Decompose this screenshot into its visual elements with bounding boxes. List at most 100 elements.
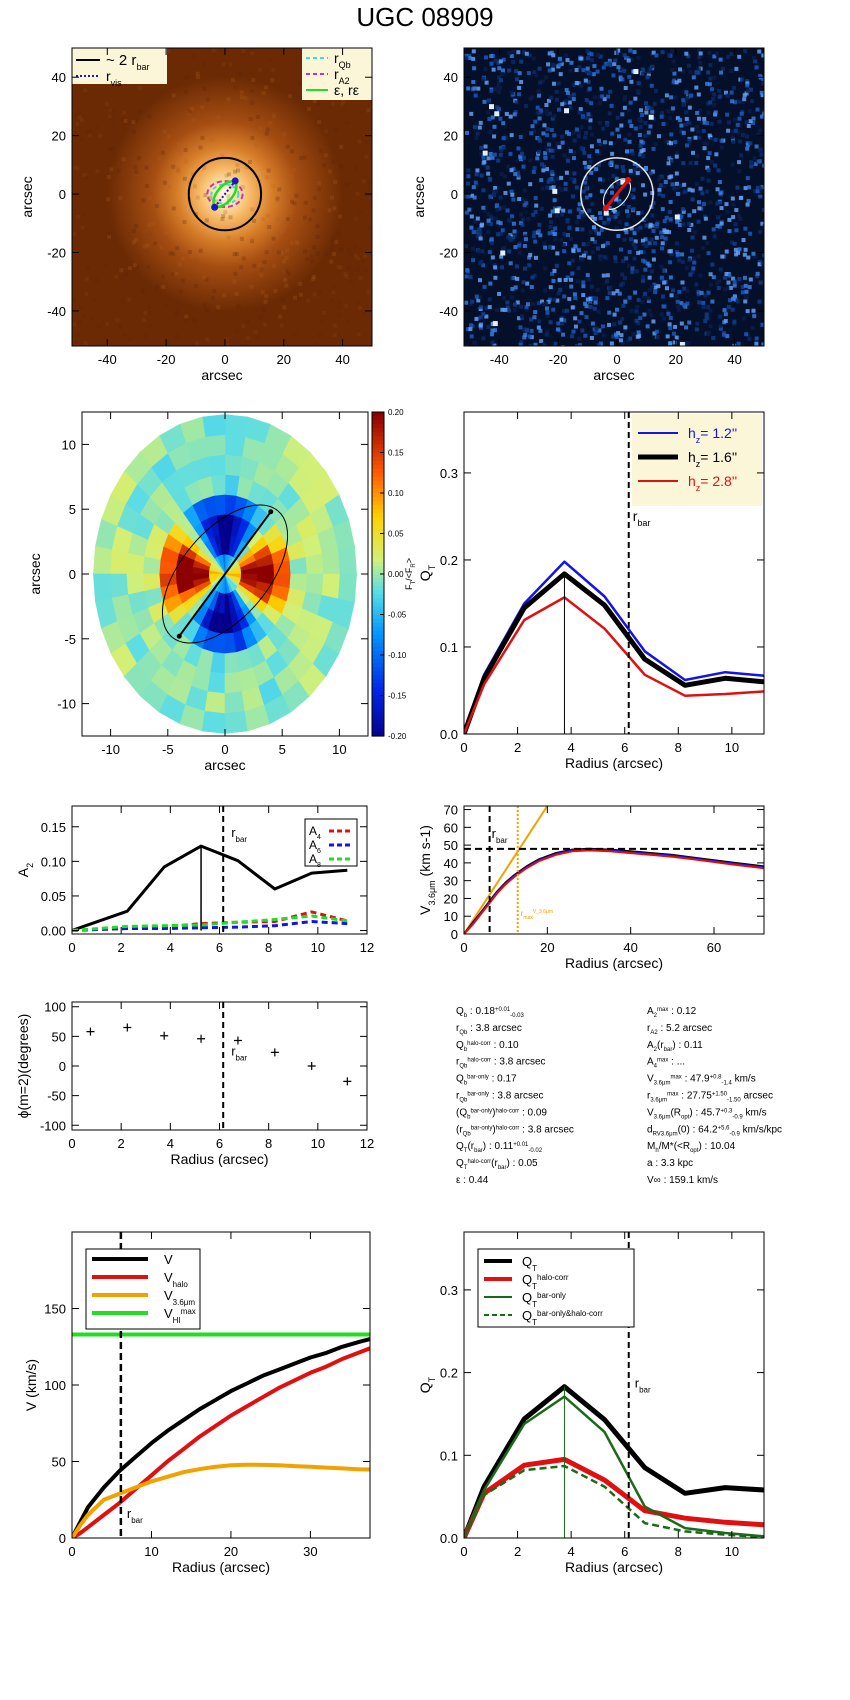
y-tick-label: -10 xyxy=(57,697,76,712)
noise-pixel xyxy=(489,214,494,219)
noise-pixel xyxy=(256,335,261,340)
noise-pixel xyxy=(526,302,531,307)
colorbar-tick-label: 0.00 xyxy=(388,570,404,579)
noise-pixel xyxy=(514,264,519,269)
noise-pixel xyxy=(677,217,682,222)
noise-pixel xyxy=(597,211,602,216)
noise-pixel xyxy=(496,90,501,95)
noise-pixel xyxy=(707,133,712,138)
noise-pixel xyxy=(464,194,469,199)
parameter-left: rQbbar-only : 3.8 arcsec xyxy=(456,1091,544,1104)
noise-pixel xyxy=(532,70,537,75)
noise-pixel xyxy=(131,240,136,245)
noise-pixel xyxy=(204,218,209,223)
noise-pixel xyxy=(749,164,754,169)
noise-pixel xyxy=(210,296,215,301)
noise-pixel xyxy=(701,246,706,251)
noise-pixel xyxy=(707,50,712,55)
noise-pixel xyxy=(611,334,616,339)
noise-pixel xyxy=(637,133,642,138)
noise-pixel xyxy=(344,303,349,308)
noise-pixel xyxy=(281,173,286,178)
noise-pixel xyxy=(705,121,710,126)
noise-pixel xyxy=(250,135,255,140)
noise-pixel xyxy=(760,221,764,226)
noise-pixel xyxy=(510,295,515,300)
noise-pixel xyxy=(673,95,678,100)
noise-pixel xyxy=(643,267,648,272)
parameter-left: Qbbar-only : 0.17 xyxy=(456,1074,517,1087)
noise-pixel xyxy=(638,316,643,321)
x-tick-label: 20 xyxy=(277,352,291,367)
noise-pixel xyxy=(618,338,623,343)
noise-pixel xyxy=(678,184,683,189)
noise-pixel xyxy=(578,257,583,262)
noise-pixel xyxy=(486,171,491,176)
noise-pixel xyxy=(497,292,502,297)
noise-pixel xyxy=(527,263,532,268)
noise-pixel xyxy=(669,141,674,146)
noise-pixel xyxy=(490,321,495,326)
noise-pixel xyxy=(649,83,654,88)
noise-pixel xyxy=(279,230,284,235)
noise-pixel xyxy=(638,152,643,157)
noise-pixel xyxy=(746,142,751,147)
noise-pixel xyxy=(636,211,641,216)
noise-pixel xyxy=(737,99,742,104)
noise-pixel xyxy=(567,100,572,105)
noise-pixel xyxy=(332,251,337,256)
noise-pixel xyxy=(688,272,693,277)
noise-pixel xyxy=(499,172,504,177)
noise-pixel xyxy=(751,116,756,121)
noise-pixel xyxy=(72,231,77,236)
noise-pixel xyxy=(145,243,150,248)
y-tick-label: 0.0 xyxy=(440,727,458,742)
noise-pixel xyxy=(505,305,510,310)
noise-pixel xyxy=(601,333,606,338)
noise-pixel xyxy=(464,210,469,215)
noise-pixel xyxy=(751,308,756,313)
noise-pixel xyxy=(315,224,320,229)
noise-pixel xyxy=(616,234,621,239)
noise-pixel xyxy=(674,181,679,186)
noise-pixel xyxy=(588,193,593,198)
bright-pixel xyxy=(648,114,654,120)
noise-pixel xyxy=(662,304,667,309)
noise-pixel xyxy=(499,254,504,259)
noise-pixel xyxy=(752,156,757,161)
noise-pixel xyxy=(597,95,602,100)
noise-pixel xyxy=(669,174,674,179)
parameter-right: a : 3.3 kpc xyxy=(647,1158,693,1169)
noise-pixel xyxy=(551,307,556,312)
page-title: UGC 08909 xyxy=(0,0,850,34)
noise-pixel xyxy=(553,237,558,242)
noise-pixel xyxy=(357,139,362,144)
noise-pixel xyxy=(592,306,597,311)
parameter-left: Qbhalo-corr : 0.10 xyxy=(456,1040,519,1053)
noise-pixel xyxy=(585,66,590,71)
noise-pixel xyxy=(175,245,180,250)
noise-pixel xyxy=(613,332,618,337)
noise-pixel xyxy=(753,59,758,64)
noise-pixel xyxy=(151,221,156,226)
noise-pixel xyxy=(589,52,594,57)
noise-pixel xyxy=(725,210,730,215)
noise-pixel xyxy=(478,323,483,328)
noise-pixel xyxy=(592,95,597,100)
noise-pixel xyxy=(291,167,296,172)
noise-pixel xyxy=(474,230,479,235)
noise-pixel xyxy=(519,304,524,309)
noise-pixel xyxy=(559,61,564,66)
x-tick-label: -10 xyxy=(101,742,120,757)
noise-pixel xyxy=(500,307,505,312)
noise-pixel xyxy=(517,92,522,97)
noise-pixel xyxy=(467,56,472,61)
noise-pixel xyxy=(464,274,469,279)
bar-end-dot xyxy=(176,633,182,639)
noise-pixel xyxy=(501,295,506,300)
x-tick-label: 40 xyxy=(727,352,741,367)
noise-pixel xyxy=(562,153,567,158)
colorbar-cell xyxy=(372,529,384,535)
x-tick-label: 8 xyxy=(265,940,272,955)
rbar-label: rbar xyxy=(231,1043,247,1062)
